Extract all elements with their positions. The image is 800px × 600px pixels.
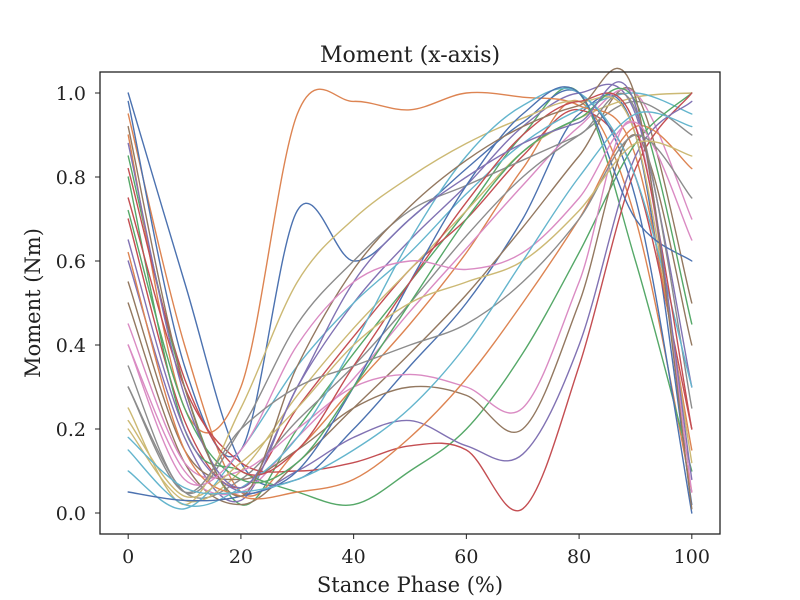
x-tick-label: 0 [122,546,134,568]
x-tick-label: 100 [674,546,710,568]
x-tick-label: 80 [567,546,591,568]
x-tick-label: 40 [342,546,366,568]
series-line [127,134,693,481]
series-line [127,92,693,476]
y-tick-label: 0.4 [56,335,86,357]
series-layer [127,67,693,514]
series-line [127,92,693,512]
series-line [127,124,693,500]
chart-title: Moment (x-axis) [320,43,500,68]
x-axis-ticks: 0 20 40 60 80 100 [122,534,710,568]
plot-frame [99,71,721,535]
series-line [127,67,693,510]
x-axis-label: Stance Phase (%) [317,573,503,597]
series-line [127,140,693,499]
x-tick-label: 60 [454,546,478,568]
series-line [127,121,693,486]
y-axis-ticks: 0.0 0.2 0.4 0.6 0.8 1.0 [56,83,100,525]
series-line [127,81,693,489]
y-tick-label: 1.0 [56,83,86,105]
series-line [127,134,693,494]
y-axis-label: Moment (Nm) [21,228,45,378]
series-line [127,111,693,495]
y-tick-label: 0.2 [56,419,86,441]
y-tick-label: 0.0 [56,503,86,525]
y-tick-label: 0.6 [56,251,86,273]
y-tick-label: 0.8 [56,167,86,189]
series-line [127,92,693,510]
x-tick-label: 20 [229,546,253,568]
series-line [127,100,693,495]
